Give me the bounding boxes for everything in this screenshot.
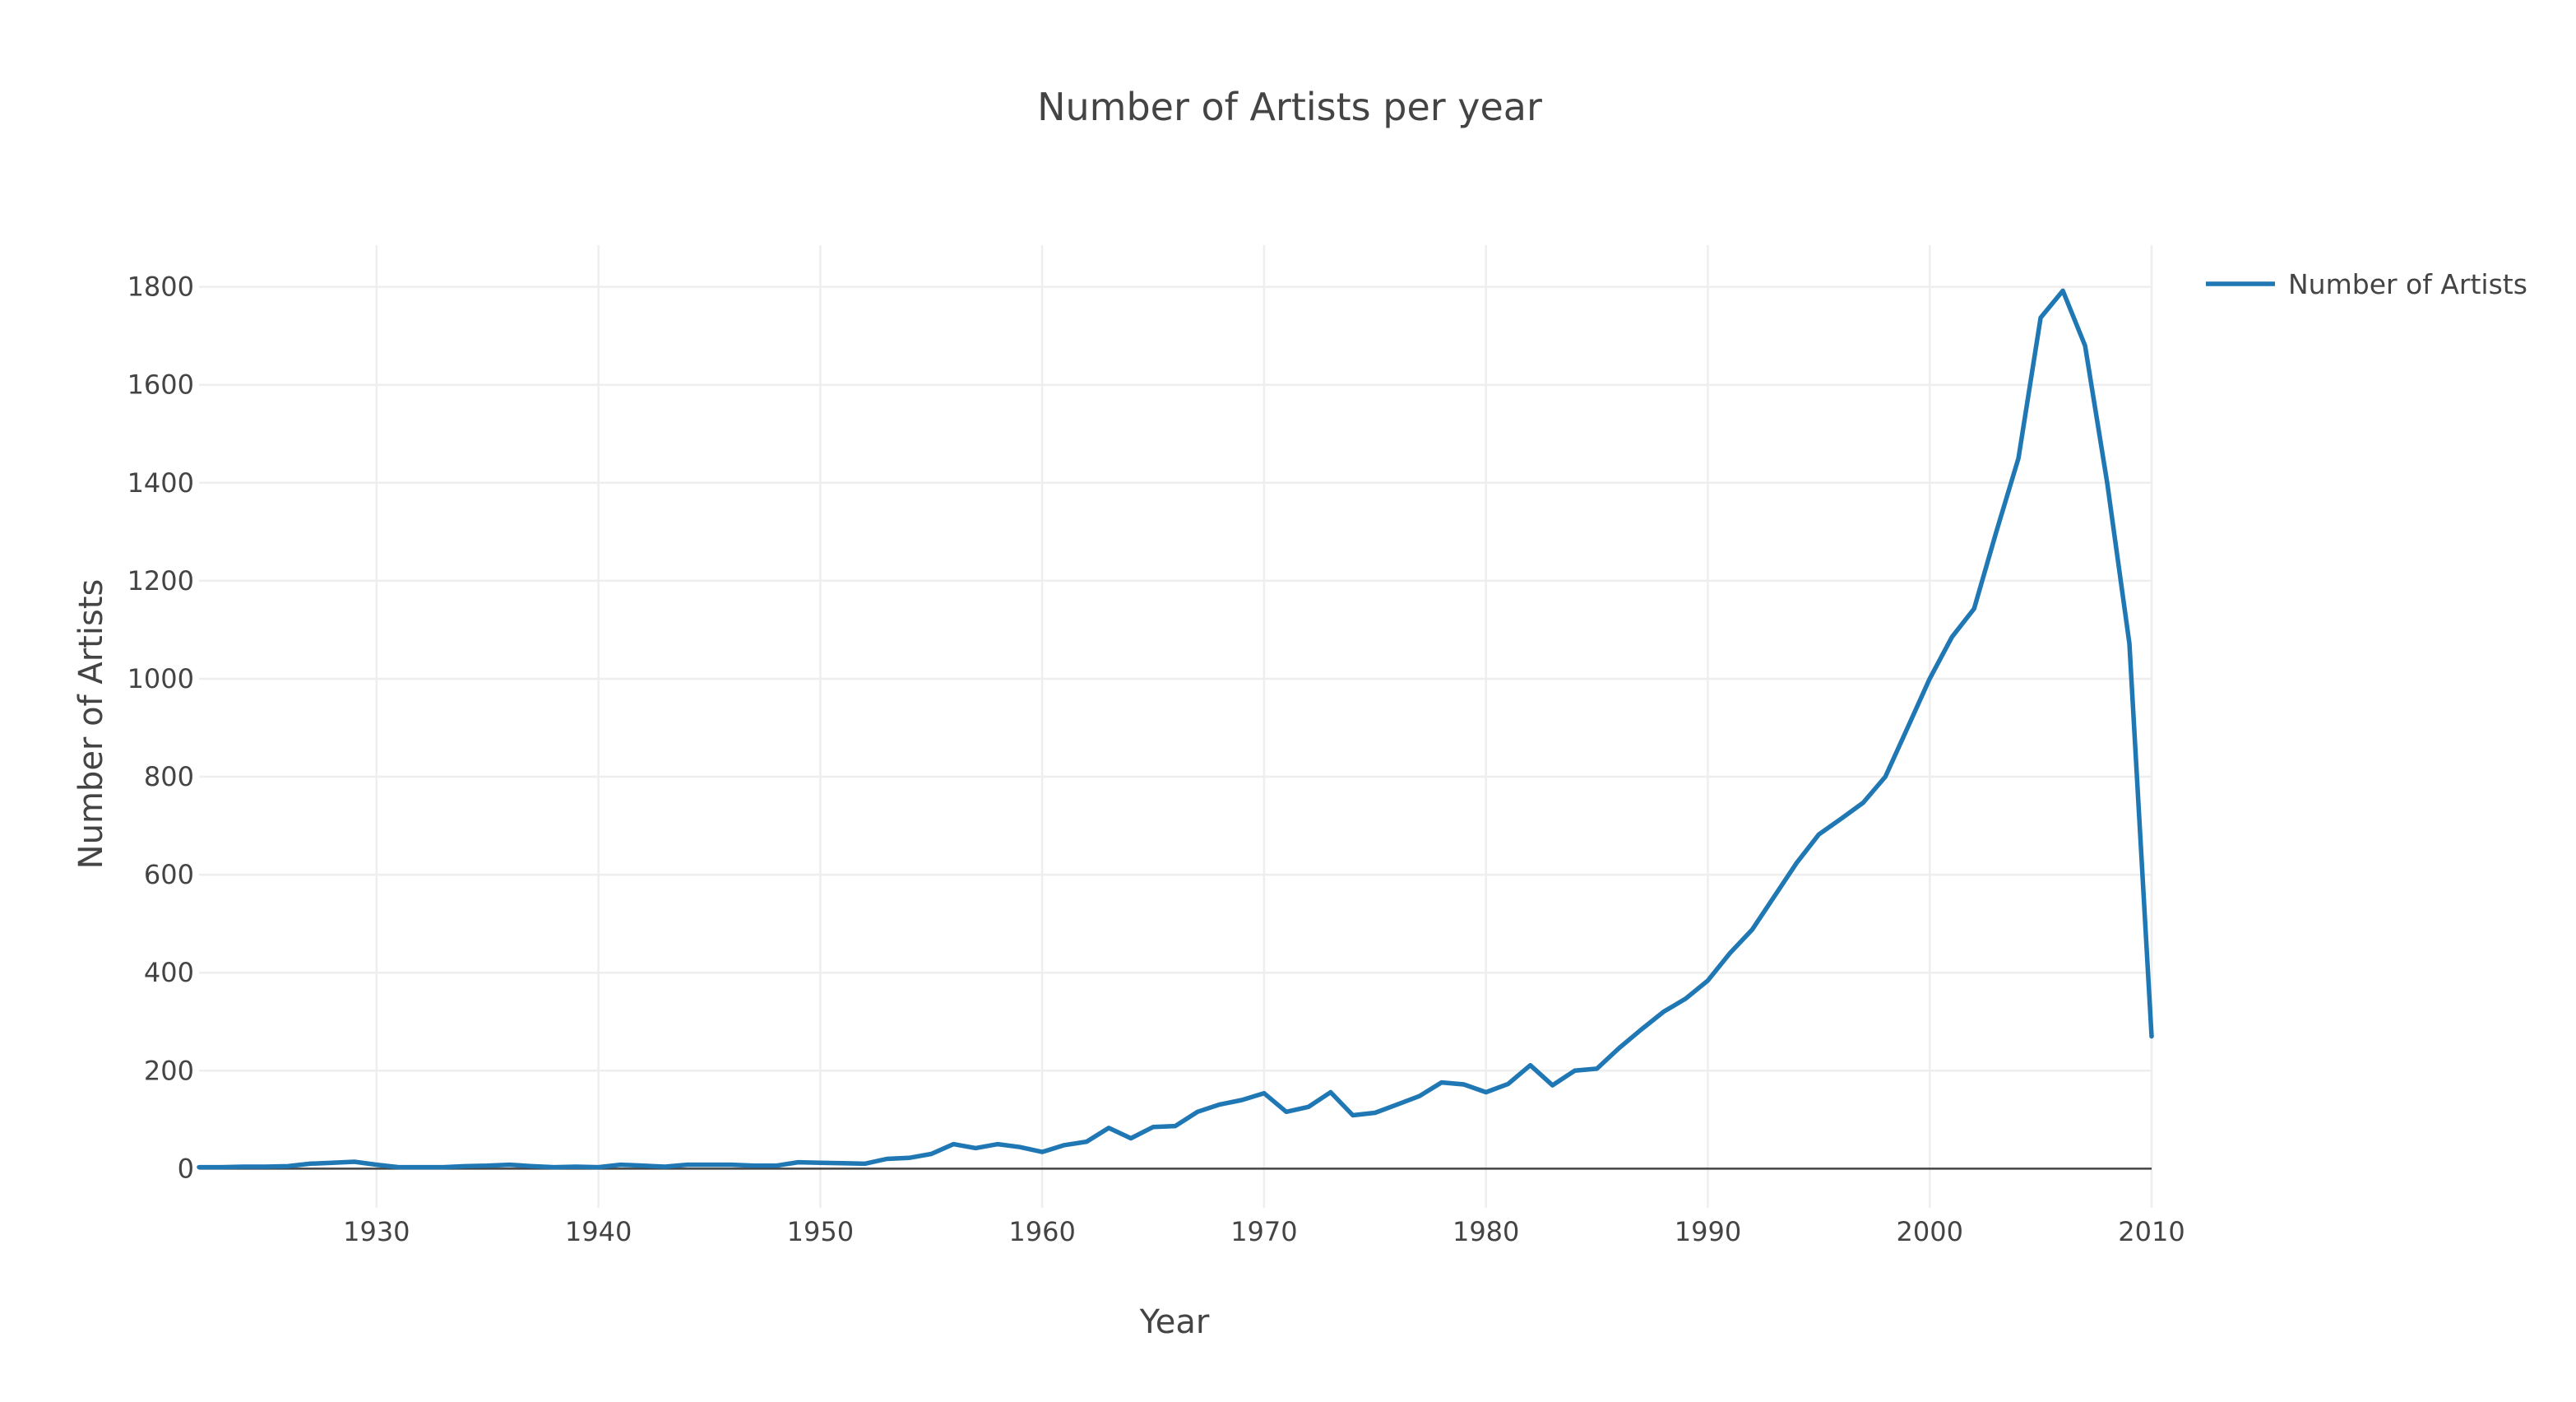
y-tick-800: 800 [144, 761, 194, 792]
legend[interactable]: Number of Artists [2206, 268, 2527, 300]
y-tick-1400: 1400 [127, 467, 194, 499]
x-tick-2010: 2010 [2118, 1216, 2185, 1247]
x-tick-1990: 1990 [1675, 1216, 1741, 1247]
x-gridlines [375, 245, 2153, 1208]
y-tick-labels: 0 200 400 600 800 1000 1200 1400 1600 1800 [127, 272, 194, 1185]
x-axis-title: Year [1139, 1303, 1210, 1341]
x-tick-2000: 2000 [1897, 1216, 1963, 1247]
series-line-0 [197, 288, 2154, 1170]
y-gridlines [199, 286, 2152, 1072]
y-tick-200: 200 [144, 1055, 194, 1086]
y-tick-1800: 1800 [127, 272, 194, 303]
x-tick-1940: 1940 [565, 1216, 632, 1247]
x-tick-1980: 1980 [1452, 1216, 1519, 1247]
x-tick-1950: 1950 [787, 1216, 854, 1247]
x-tick-1960: 1960 [1008, 1216, 1075, 1247]
x-tick-1970: 1970 [1230, 1216, 1297, 1247]
y-tick-600: 600 [144, 859, 194, 890]
x-tick-1930: 1930 [343, 1216, 410, 1247]
y-tick-1600: 1600 [127, 369, 194, 401]
legend-label: Number of Artists [2288, 268, 2527, 300]
y-tick-1000: 1000 [127, 663, 194, 694]
y-tick-1200: 1200 [127, 565, 194, 597]
chart-title: Number of Artists per year [1037, 85, 1542, 129]
y-axis-title: Number of Artists [72, 579, 110, 870]
x-tick-labels: 1930 1940 1950 1960 1970 1980 1990 2000 2010 [343, 1216, 2185, 1247]
y-tick-0: 0 [178, 1153, 194, 1184]
series-group [197, 288, 2154, 1170]
y-tick-400: 400 [144, 957, 194, 988]
